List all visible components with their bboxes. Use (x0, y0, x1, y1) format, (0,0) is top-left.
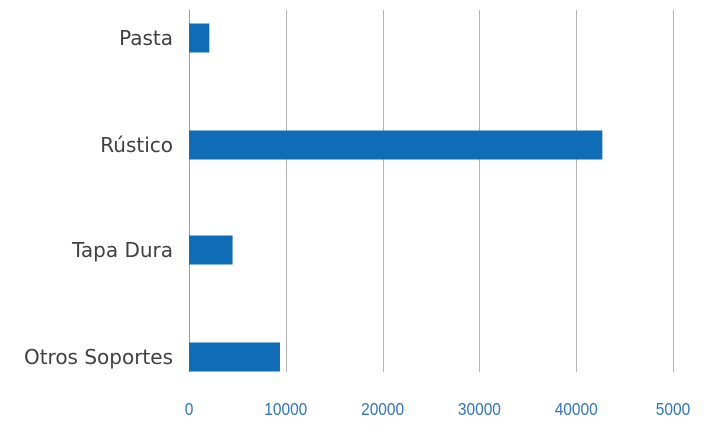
x-tick-label-10000: 10000 (264, 399, 307, 419)
category-label-tapa-dura: Tapa Dura (71, 238, 173, 262)
category-label-layer: Pasta Rústico Tapa Dura Otros Soportes (24, 26, 173, 369)
category-label-r-stico: Rústico (100, 133, 173, 157)
bar-layer (189, 23, 603, 372)
bar-pasta (189, 23, 210, 53)
tick-label-layer: 0 10000 20000 30000 40000 5000 (185, 399, 691, 419)
grid-layer (189, 10, 674, 372)
category-label-otros-soportes: Otros Soportes (24, 345, 173, 369)
x-tick-label-50000: 5000 (656, 399, 690, 419)
bar-r-stico (189, 130, 603, 160)
x-tick-label-0: 0 (185, 399, 194, 419)
bar-otros-soportes (189, 342, 280, 372)
x-tick-label-30000: 30000 (458, 399, 501, 419)
x-tick-label-40000: 40000 (555, 399, 598, 419)
bar-tapa-dura (189, 235, 233, 265)
x-tick-label-20000: 20000 (361, 399, 404, 419)
category-label-pasta: Pasta (119, 26, 173, 50)
